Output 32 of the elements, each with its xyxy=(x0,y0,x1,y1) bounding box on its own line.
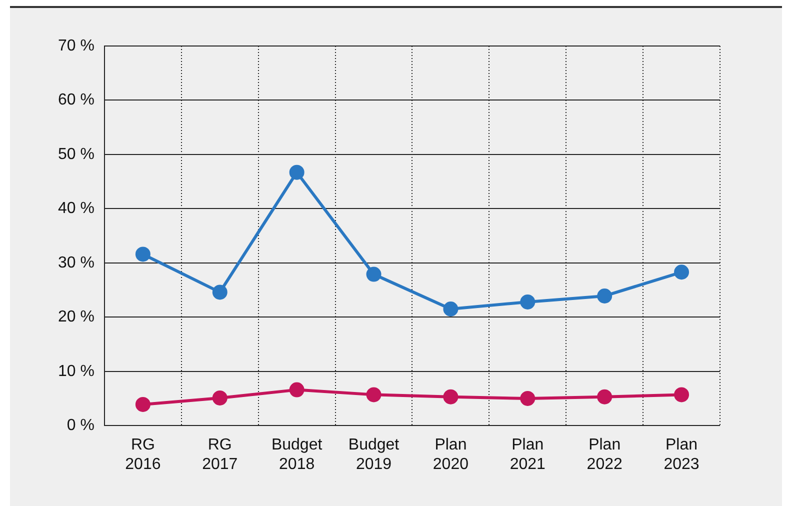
x-tick-label: RG 2017 xyxy=(202,436,238,473)
y-tick-label: 30 % xyxy=(58,254,94,272)
x-tick-label: Plan 2022 xyxy=(586,436,622,473)
x-tick-label: Budget 2018 xyxy=(271,436,323,473)
point xyxy=(135,396,150,412)
y-tick-label: 10 % xyxy=(58,362,94,380)
point xyxy=(212,284,228,300)
y-tick-label: 50 % xyxy=(58,146,94,163)
y-tick-label: 40 % xyxy=(58,200,94,218)
x-tick-label: Plan 2023 xyxy=(664,436,700,473)
y-tick-label: 20 % xyxy=(58,308,94,326)
point xyxy=(674,387,690,402)
point xyxy=(443,389,458,404)
point xyxy=(443,302,458,317)
y-tick-label: 70 % xyxy=(58,37,94,54)
point xyxy=(135,246,150,262)
point xyxy=(674,264,690,280)
point xyxy=(520,390,536,406)
x-tick-label: RG 2016 xyxy=(125,436,161,473)
point xyxy=(366,387,382,402)
y-tick-label: 60 % xyxy=(58,92,94,109)
point xyxy=(520,294,536,310)
point xyxy=(212,390,228,406)
point xyxy=(366,266,382,282)
point xyxy=(289,164,304,180)
x-tick-label: Budget 2019 xyxy=(348,436,400,473)
x-tick-label: Plan 2020 xyxy=(432,436,469,473)
y-tick-label: 0 % xyxy=(66,417,94,434)
x-tick-label: Plan 2021 xyxy=(510,436,546,473)
point xyxy=(597,389,612,404)
point xyxy=(289,382,304,398)
point xyxy=(597,288,612,304)
